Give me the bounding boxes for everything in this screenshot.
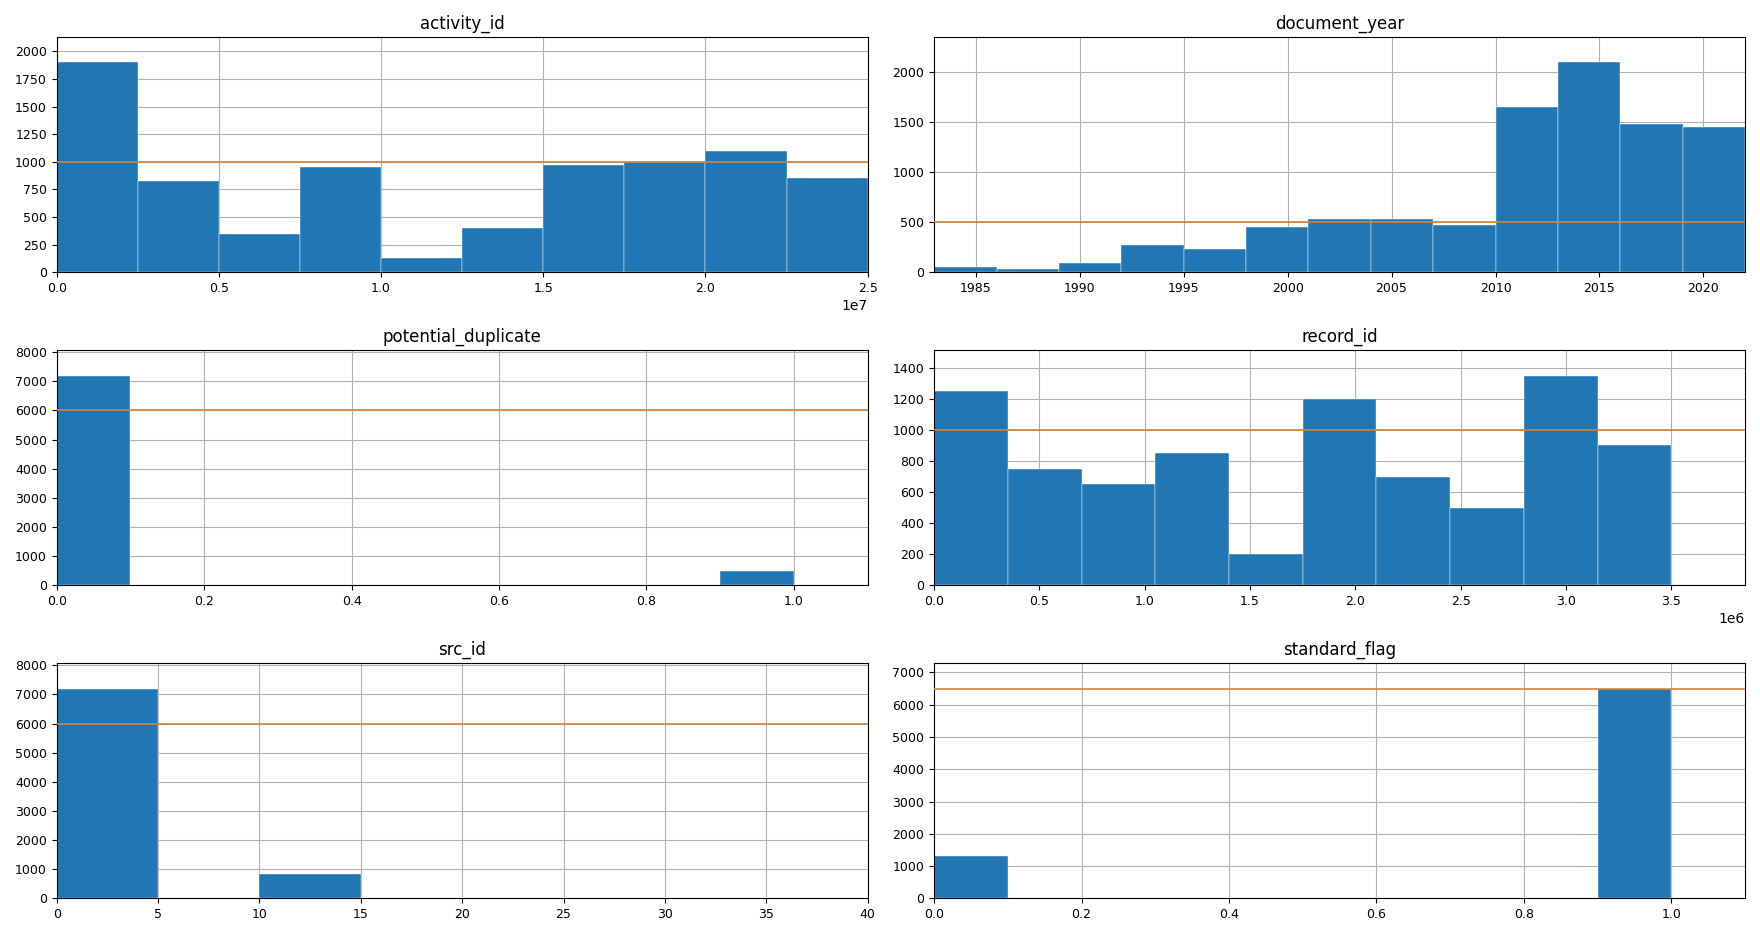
Bar: [1598, 689, 1672, 899]
Bar: [1155, 453, 1228, 585]
Bar: [1621, 124, 1683, 272]
Bar: [1308, 219, 1371, 272]
Title: potential_duplicate: potential_duplicate: [382, 328, 542, 346]
Bar: [1008, 469, 1082, 585]
Bar: [935, 391, 1008, 585]
Bar: [382, 258, 463, 272]
Bar: [935, 267, 996, 272]
Title: src_id: src_id: [438, 641, 486, 659]
Bar: [1558, 63, 1621, 272]
Bar: [706, 151, 787, 272]
Bar: [1598, 446, 1672, 585]
Bar: [1060, 263, 1121, 272]
Bar: [218, 234, 299, 272]
Bar: [996, 270, 1060, 272]
Bar: [1433, 225, 1496, 272]
Bar: [299, 168, 382, 272]
Bar: [1371, 219, 1433, 272]
Bar: [625, 162, 706, 272]
Bar: [137, 182, 218, 272]
Bar: [1302, 399, 1376, 585]
Bar: [56, 375, 130, 585]
Bar: [1184, 249, 1246, 272]
Bar: [1683, 127, 1744, 272]
Title: record_id: record_id: [1301, 328, 1378, 346]
Bar: [1450, 507, 1524, 585]
Bar: [1524, 375, 1598, 585]
Bar: [1246, 227, 1308, 272]
Bar: [1121, 244, 1184, 272]
Title: document_year: document_year: [1274, 15, 1404, 34]
Title: activity_id: activity_id: [421, 15, 505, 34]
Bar: [720, 571, 794, 585]
Bar: [56, 63, 137, 272]
Bar: [787, 179, 868, 272]
Bar: [544, 165, 625, 272]
Bar: [935, 856, 1008, 899]
Bar: [463, 228, 544, 272]
Bar: [1228, 554, 1302, 585]
Title: standard_flag: standard_flag: [1283, 641, 1396, 659]
Bar: [1376, 476, 1450, 585]
Bar: [1082, 484, 1155, 585]
Bar: [56, 689, 158, 899]
Bar: [1496, 108, 1558, 272]
Bar: [259, 873, 361, 899]
